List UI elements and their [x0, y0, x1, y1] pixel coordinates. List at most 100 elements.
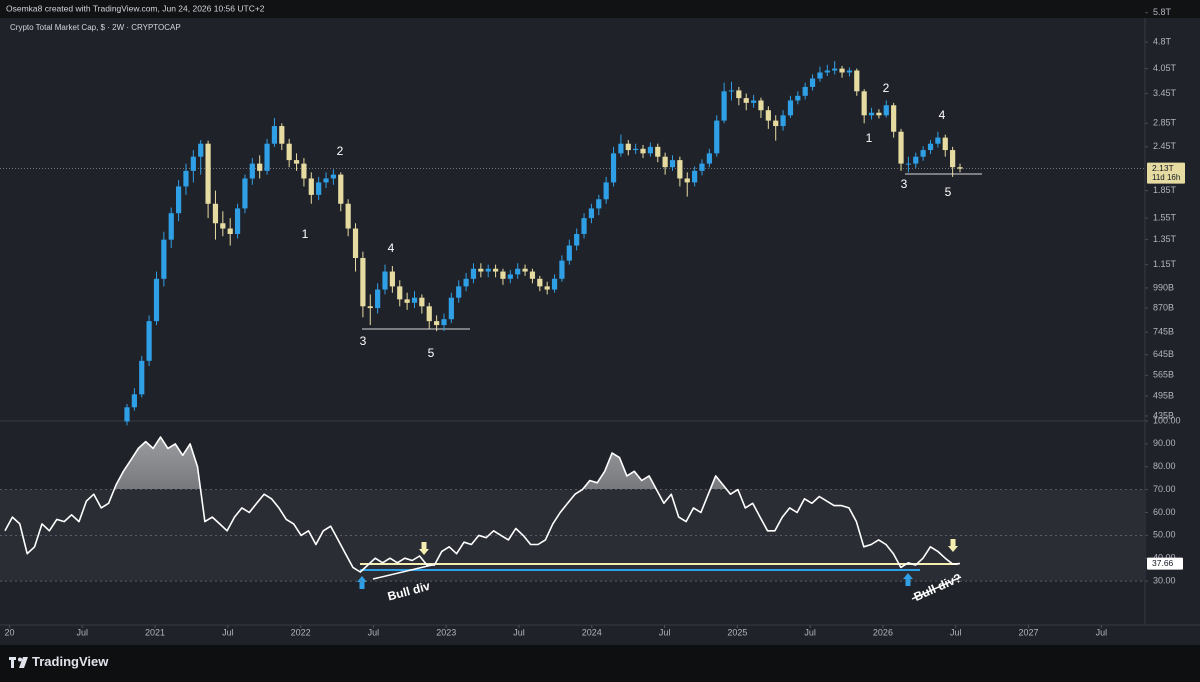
candle-body	[183, 170, 189, 187]
candle-body	[529, 271, 536, 279]
y-tick-label: 2.45T	[1153, 141, 1177, 151]
annotation: 3	[901, 177, 908, 191]
y-tick-label: 4.05T	[1153, 63, 1177, 73]
candle-body	[913, 156, 919, 164]
candle-body	[293, 160, 300, 164]
candle-body	[242, 178, 248, 209]
x-tick-label: Jul	[76, 627, 88, 637]
y-tick-label: 645B	[1153, 349, 1174, 359]
x-tick-label: Jul	[659, 627, 671, 637]
countdown: 11d 16h	[1152, 173, 1180, 182]
y-tick-label: 565B	[1153, 370, 1174, 380]
candle-body	[124, 407, 130, 422]
rsi-last-box	[1147, 557, 1183, 570]
candle-body	[249, 163, 255, 179]
candle-body	[279, 126, 285, 144]
candle-body	[647, 146, 653, 154]
candle-body	[286, 143, 292, 161]
candle-body	[625, 143, 631, 151]
candle-body	[773, 120, 779, 127]
candle-body	[176, 186, 182, 214]
candle-body	[603, 182, 609, 200]
y-tick-label: 5.8T	[1153, 7, 1172, 17]
candle-body	[463, 278, 469, 287]
candle-body	[426, 306, 432, 322]
annotation: 4	[939, 108, 946, 122]
candle-body	[692, 170, 698, 183]
annotation: 3	[360, 334, 367, 348]
y-tick-label: 2.85T	[1153, 118, 1177, 128]
candle-body	[868, 112, 875, 116]
header-bar	[0, 0, 1200, 18]
x-tick-label: 2021	[145, 627, 165, 637]
candle-body	[190, 156, 196, 171]
candle-body	[330, 174, 337, 179]
candle-body	[898, 131, 904, 164]
candle-body	[404, 299, 410, 303]
candle-body	[559, 260, 565, 279]
candle-body	[419, 297, 425, 307]
x-tick-label: 2022	[291, 627, 311, 637]
y-tick-label: 495B	[1153, 390, 1174, 400]
candle-body	[234, 208, 241, 234]
rsi-overbought-fill	[114, 437, 727, 489]
candle-body	[360, 258, 366, 307]
candle-body	[507, 274, 513, 279]
y-tick-label: 1.85T	[1153, 185, 1177, 195]
candle-body	[338, 174, 344, 204]
candle-body	[950, 150, 956, 168]
candle-body	[522, 268, 528, 272]
candle-body	[411, 297, 418, 303]
x-tick-label: 20	[4, 627, 14, 637]
candle-body	[367, 306, 373, 309]
candle-body	[352, 228, 359, 259]
candle-body	[861, 91, 867, 116]
candle-body	[574, 233, 580, 246]
header-text: Osemka8 created with TradingView.com, Ju…	[6, 3, 265, 13]
candle-body	[662, 156, 668, 168]
candle-body	[515, 268, 521, 275]
candle-body	[957, 167, 963, 169]
y-tick-label: 745B	[1153, 327, 1174, 337]
candle-body	[146, 321, 152, 361]
candle-body	[492, 268, 499, 272]
candle-body	[736, 90, 742, 99]
candle-body	[891, 105, 897, 132]
candle-body	[478, 268, 484, 272]
candle-body	[212, 203, 219, 224]
candle-body	[397, 286, 403, 300]
annotation: 2	[883, 81, 890, 95]
x-tick-label: 2026	[873, 627, 893, 637]
x-tick-label: Jul	[513, 627, 525, 637]
x-tick-label: Jul	[222, 627, 234, 637]
arrow-down	[948, 539, 958, 552]
candle-body	[205, 143, 211, 204]
y-tick-label: 1.15T	[1153, 259, 1177, 269]
candle-body	[684, 178, 690, 183]
candle-body	[596, 199, 602, 209]
candle-body	[832, 68, 838, 71]
y-tick-label: 990B	[1153, 282, 1174, 292]
annotation: 2	[337, 144, 344, 158]
candle-body	[883, 105, 889, 116]
candle-body	[669, 160, 676, 168]
footer-bar	[0, 645, 1200, 682]
candle-body	[809, 78, 816, 87]
candle-body	[566, 245, 572, 261]
candle-body	[765, 110, 771, 121]
candle-body	[434, 321, 440, 326]
candle-body	[795, 95, 801, 101]
candle-body	[927, 143, 934, 151]
annotation: 5	[428, 346, 435, 360]
candle-body	[655, 146, 661, 157]
candle-body	[728, 90, 735, 92]
candle-body	[750, 100, 757, 103]
candle-body	[935, 137, 941, 144]
candle-body	[920, 150, 926, 157]
divergence-line	[911, 576, 962, 600]
last-price-label: 2.13T	[1152, 163, 1174, 173]
candle-body	[743, 98, 749, 103]
candle-body	[610, 153, 617, 183]
logo	[9, 657, 28, 668]
candle-body	[139, 360, 145, 395]
